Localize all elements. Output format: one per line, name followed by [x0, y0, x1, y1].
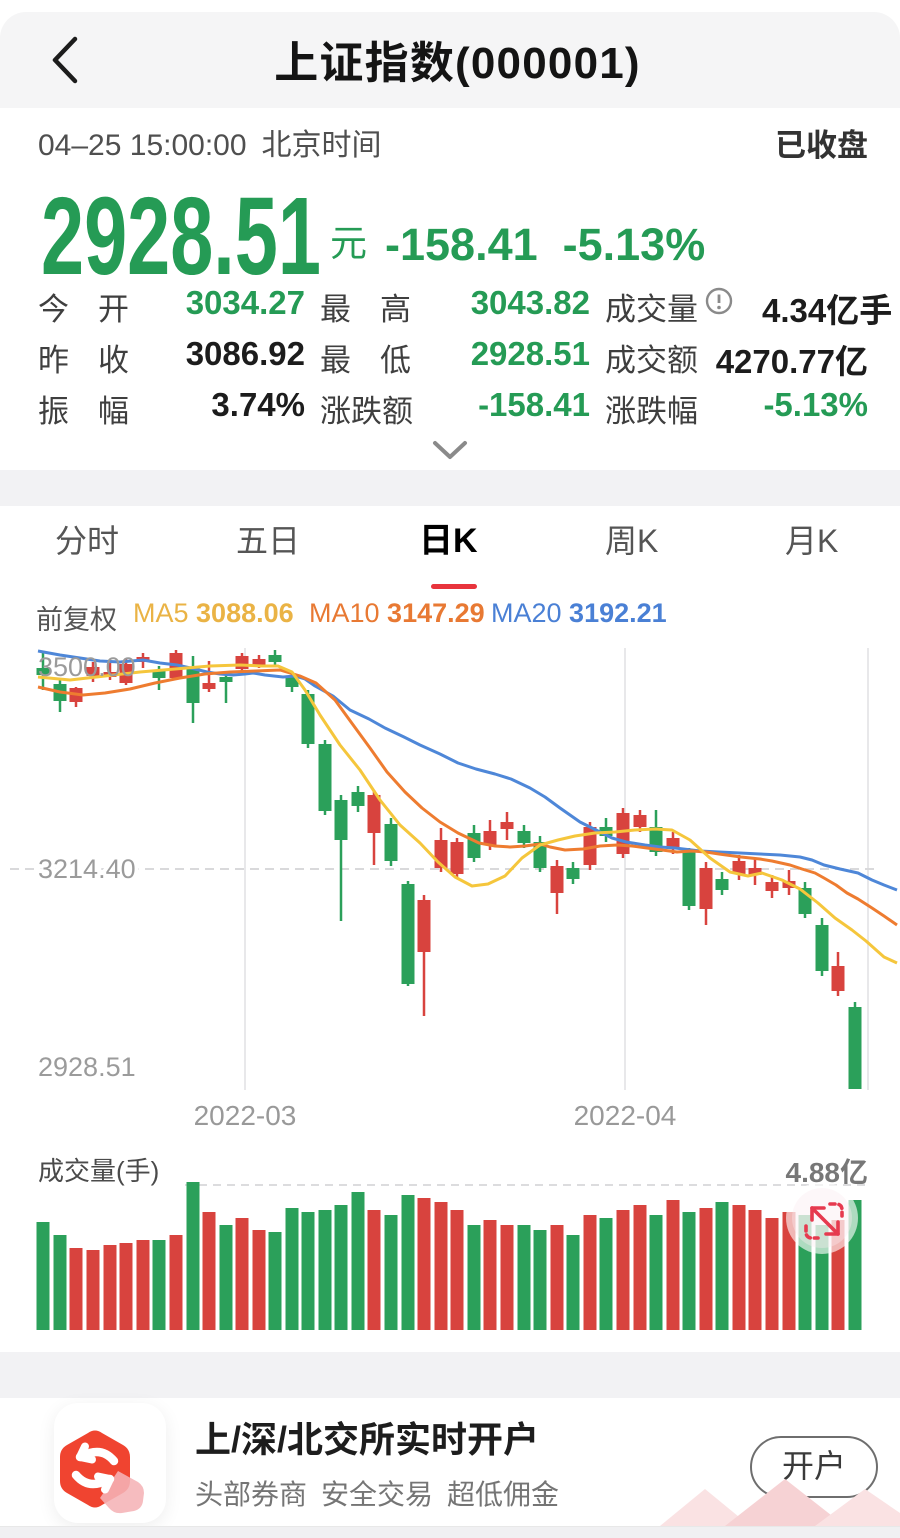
svg-text:3214.40: 3214.40 — [38, 854, 136, 884]
svg-text:成交量(手): 成交量(手) — [38, 1156, 159, 1186]
svg-text:2022-04: 2022-04 — [574, 1100, 677, 1131]
svg-text:2022-03: 2022-03 — [194, 1100, 297, 1131]
svg-text:2928.51: 2928.51 — [38, 1052, 136, 1082]
svg-text:3500.00: 3500.00 — [38, 652, 136, 682]
